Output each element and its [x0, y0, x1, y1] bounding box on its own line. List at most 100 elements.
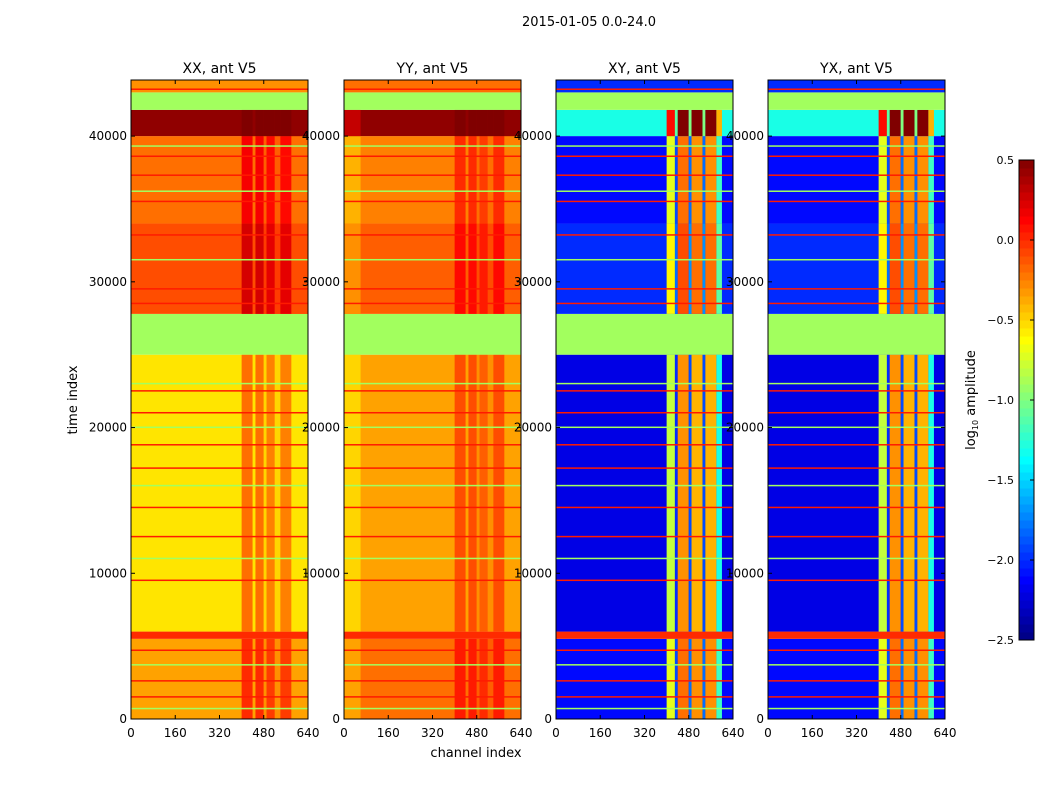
- colorbar-segment: [1019, 176, 1034, 185]
- heatmap-line: [344, 484, 521, 487]
- heatmap-line: [131, 155, 308, 158]
- heatmap-line: [768, 174, 945, 176]
- heatmap-band: [131, 631, 308, 639]
- heatmap-band: [556, 313, 733, 355]
- heatmap-line: [344, 467, 521, 469]
- colorbar-segment: [1019, 280, 1034, 289]
- heatmap-line: [556, 707, 733, 710]
- x-tick-label: 640: [722, 726, 745, 740]
- heatmap-cell: [493, 109, 505, 137]
- heatmap-cell: [677, 638, 689, 719]
- heatmap-cell: [903, 638, 915, 719]
- heatmap-line: [556, 426, 733, 429]
- heatmap-line: [344, 557, 521, 560]
- panel-title: YY, ant V5: [396, 61, 469, 77]
- x-tick-label: 320: [845, 726, 868, 740]
- heatmap-cell: [691, 109, 703, 137]
- heatmap-cell: [889, 638, 901, 719]
- heatmap-cell: [255, 136, 264, 224]
- colorbar-segment: [1019, 464, 1034, 473]
- y-tick-label: 10000: [302, 566, 340, 580]
- heatmap-band: [131, 313, 308, 355]
- heatmap-cell: [688, 223, 692, 314]
- heatmap-cell: [280, 638, 292, 719]
- heatmap-line: [768, 649, 945, 652]
- heatmap-cell: [241, 109, 253, 137]
- x-tick-label: 0: [340, 726, 348, 740]
- colorbar-segment: [1019, 512, 1034, 521]
- colorbar-segment: [1019, 560, 1034, 569]
- colorbar-segment: [1019, 336, 1034, 345]
- heatmap-line: [131, 302, 308, 305]
- colorbar-segment: [1019, 288, 1034, 297]
- colorbar-segment: [1019, 624, 1034, 633]
- heatmap-cell: [274, 223, 281, 314]
- colorbar-segment: [1019, 568, 1034, 577]
- heatmap-line: [768, 145, 945, 147]
- heatmap-line: [556, 258, 733, 261]
- y-tick-label: 40000: [726, 129, 764, 143]
- heatmap-line: [556, 579, 733, 582]
- heatmap-cell: [705, 638, 717, 719]
- colorbar-segment: [1019, 208, 1034, 217]
- heatmap-cell: [493, 638, 505, 719]
- heatmap-line: [131, 557, 308, 560]
- heatmap-line: [344, 200, 521, 203]
- heatmap-cell: [263, 223, 267, 314]
- heatmap-cell: [266, 109, 275, 137]
- heatmap-line: [768, 680, 945, 682]
- heatmap-cell: [468, 223, 477, 314]
- x-tick-label: 320: [421, 726, 444, 740]
- heatmap-cell: [886, 136, 890, 224]
- heatmap-line: [344, 707, 521, 710]
- heatmap-cell: [677, 354, 689, 632]
- heatmap-line: [344, 579, 521, 582]
- colorbar-tick-label: 0.5: [997, 154, 1015, 167]
- heatmap-line: [556, 88, 733, 90]
- heatmap-cell: [928, 136, 934, 224]
- heatmap-panel: YY, ant V5 0 160 320 480 640 0 10000 20000 30000 4…: [302, 61, 533, 740]
- heatmap-cell: [716, 223, 722, 314]
- heatmap-cell: [465, 223, 469, 314]
- heatmap-cell: [241, 223, 253, 314]
- heatmap-cell: [688, 354, 692, 632]
- colorbar-segment: [1019, 272, 1034, 281]
- heatmap-line: [556, 467, 733, 469]
- colorbar-segment: [1019, 488, 1034, 497]
- heatmap-cell: [702, 354, 706, 632]
- heatmap-line: [344, 174, 521, 176]
- heatmap-cell: [465, 136, 469, 224]
- colorbar-segment: [1019, 456, 1034, 465]
- colorbar-segment: [1019, 520, 1034, 529]
- heatmap-line: [131, 145, 308, 147]
- heatmap-cell: [266, 638, 275, 719]
- colorbar-segment: [1019, 304, 1034, 313]
- heatmap-cell: [917, 354, 929, 632]
- heatmap-panel: YX, ant V5 0 160 320 480 640 0 10000 20000 30000 4…: [726, 61, 957, 740]
- heatmap-cell: [476, 638, 480, 719]
- heatmap-cell: [274, 638, 281, 719]
- heatmap-cell: [688, 136, 692, 224]
- heatmap-line: [768, 535, 945, 538]
- colorbar-segment: [1019, 168, 1034, 177]
- colorbar-segment: [1019, 344, 1034, 353]
- heatmap-cell: [291, 223, 308, 314]
- colorbar-segment: [1019, 320, 1034, 329]
- heatmap-cell: [666, 354, 675, 632]
- heatmap-cell: [291, 354, 308, 632]
- heatmap-panel: XX, ant V5 0 160 320 480 640 0 10000 20000 30000 4…: [89, 61, 320, 740]
- heatmap-line: [131, 382, 308, 385]
- colorbar-segment: [1019, 376, 1034, 385]
- heatmap-band: [768, 92, 945, 110]
- heatmap-cell: [468, 109, 477, 137]
- y-tick-label: 30000: [726, 275, 764, 289]
- heatmap-line: [556, 444, 733, 446]
- colorbar-segment: [1019, 424, 1034, 433]
- figure-suptitle: 2015-01-05 0.0-24.0: [522, 15, 656, 30]
- heatmap-cell: [889, 223, 901, 314]
- heatmap-cell: [928, 223, 934, 314]
- heatmap-cell: [889, 354, 901, 632]
- heatmap-cell: [504, 223, 521, 314]
- heatmap-cell: [917, 638, 929, 719]
- heatmap-cell: [914, 354, 918, 632]
